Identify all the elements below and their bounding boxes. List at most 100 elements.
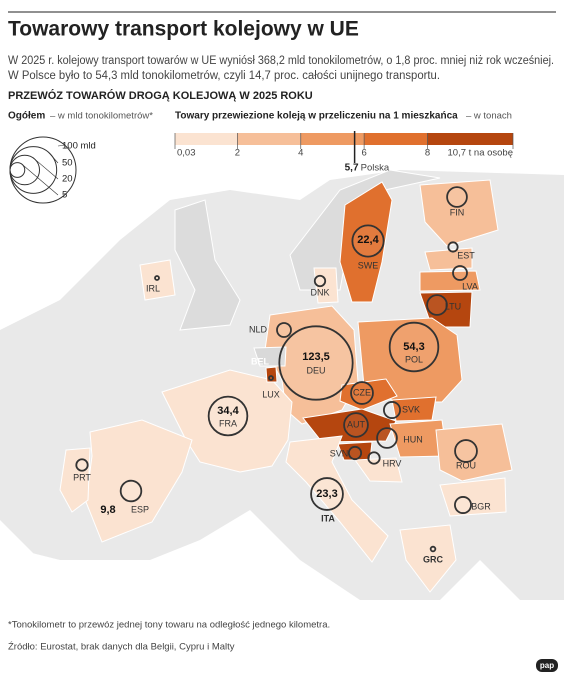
volume-circle [429,545,437,553]
value-label: 23,3 [316,488,337,500]
country-shape [59,447,91,513]
tick-label: 10,7 t na osobę [448,148,514,159]
source: Źródło: Eurostat, brak danych dla Belgii… [8,642,235,653]
country-shape [253,346,287,367]
volume-circle [446,186,468,208]
country-code: POL [405,354,423,364]
volume-circle [452,265,468,281]
volume-circle [75,458,89,472]
size-legend-title: Ogółem [8,111,45,122]
country-shape [339,181,393,303]
country-shape [419,179,499,247]
volume-circle [350,381,374,405]
country-code: IRL [146,283,160,293]
country-code: FRA [219,418,237,428]
volume-circle [154,275,160,281]
footnote: *Tonokilometr to przewóz jednej tony tow… [8,620,330,631]
poland-marker-value: 5,7 [345,163,359,174]
country-code: CZE [353,387,371,397]
country-code: SVK [402,404,420,414]
subtitle: W 2025 r. kolejowy transport towarów w U… [8,55,554,67]
poland-marker-name: Polska [361,163,390,174]
tick-label: 6 [361,148,366,159]
value-label: 22,4 [357,234,379,246]
country-code: BEL [251,356,270,366]
size-legend-label: 50 [62,158,73,169]
size-legend-label: 5 [62,190,67,201]
tick-label: 0,03 [177,148,196,159]
country-shape [285,435,389,563]
subtitle: W Polsce było to 54,3 mld tonokilometrów… [8,70,440,82]
country-shape [339,378,398,411]
color-scale-segment [175,133,238,145]
country-shape [302,408,397,443]
country-code: GRC [423,554,444,564]
logo-badge [536,659,558,672]
country-code: AUT [347,419,366,429]
size-legend-unit: – w mld tonokilometrów* [50,111,153,122]
color-scale-segment [364,133,428,145]
country-code: SVN [330,448,349,458]
value-label: 54,3 [403,341,424,353]
country-shape [391,396,437,422]
tick-label: 4 [298,148,303,159]
color-scale-segment [300,133,365,145]
country-shape [354,457,403,483]
title: Towarowy transport kolejowy w UE [8,18,359,41]
country-code: SWE [358,260,379,270]
country-code: ROU [456,460,476,470]
country-shape [435,423,513,482]
color-scale-segment [237,133,301,145]
size-legend-label: 20 [62,174,73,185]
country-code: DEU [306,365,325,375]
section-heading: PRZEWÓZ TOWARÓW DROGĄ KOLEJOWĄ W 2025 RO… [8,89,313,102]
tick-label: 8 [425,148,430,159]
leader-line [34,158,59,180]
country-shape [419,270,481,292]
country-code: ITA [321,513,335,523]
size-legend-label: 100 mld [62,141,96,152]
volume-circle [388,321,440,373]
leader-line [22,164,59,196]
volume-circle [268,375,274,381]
country-code: NLD [249,324,268,334]
color-legend-title: Towary przewiezione koleją w przeliczeni… [175,111,458,122]
volume-circle [351,224,385,258]
country-code: DNK [310,287,329,297]
volume-circle [207,395,249,437]
volume-circle [383,401,401,419]
country-shape [399,524,457,593]
volume-circle [454,496,472,514]
volume-circle [367,451,381,465]
volume-circle [376,427,398,449]
country-shape [439,477,507,517]
country-code: PRT [73,472,91,482]
country-shape [85,419,193,543]
country-code: BGR [471,501,491,511]
value-label: 9,8 [100,504,115,516]
tick-label: 2 [235,148,240,159]
volume-circle [278,325,354,401]
country-code: HUN [403,434,423,444]
non-eu-land [174,199,241,331]
value-label: 123,5 [302,351,330,363]
volume-circle [310,477,344,511]
country-code: FIN [450,207,465,217]
country-code: EST [457,250,475,260]
volume-circle [426,294,448,316]
color-legend-unit: – w tonach [466,111,512,122]
leader-line [48,152,59,164]
volume-circle [343,412,369,438]
volume-circle [454,439,478,463]
country-code: ESP [131,504,149,514]
size-legend-circle [9,162,26,178]
volume-circle [276,322,292,338]
country-code: LUX [262,389,280,399]
country-code: HRV [383,458,402,468]
leader-line [57,144,65,147]
value-label: 34,4 [217,405,239,417]
logo: pap [540,661,554,670]
country-code: LTU [445,301,461,311]
